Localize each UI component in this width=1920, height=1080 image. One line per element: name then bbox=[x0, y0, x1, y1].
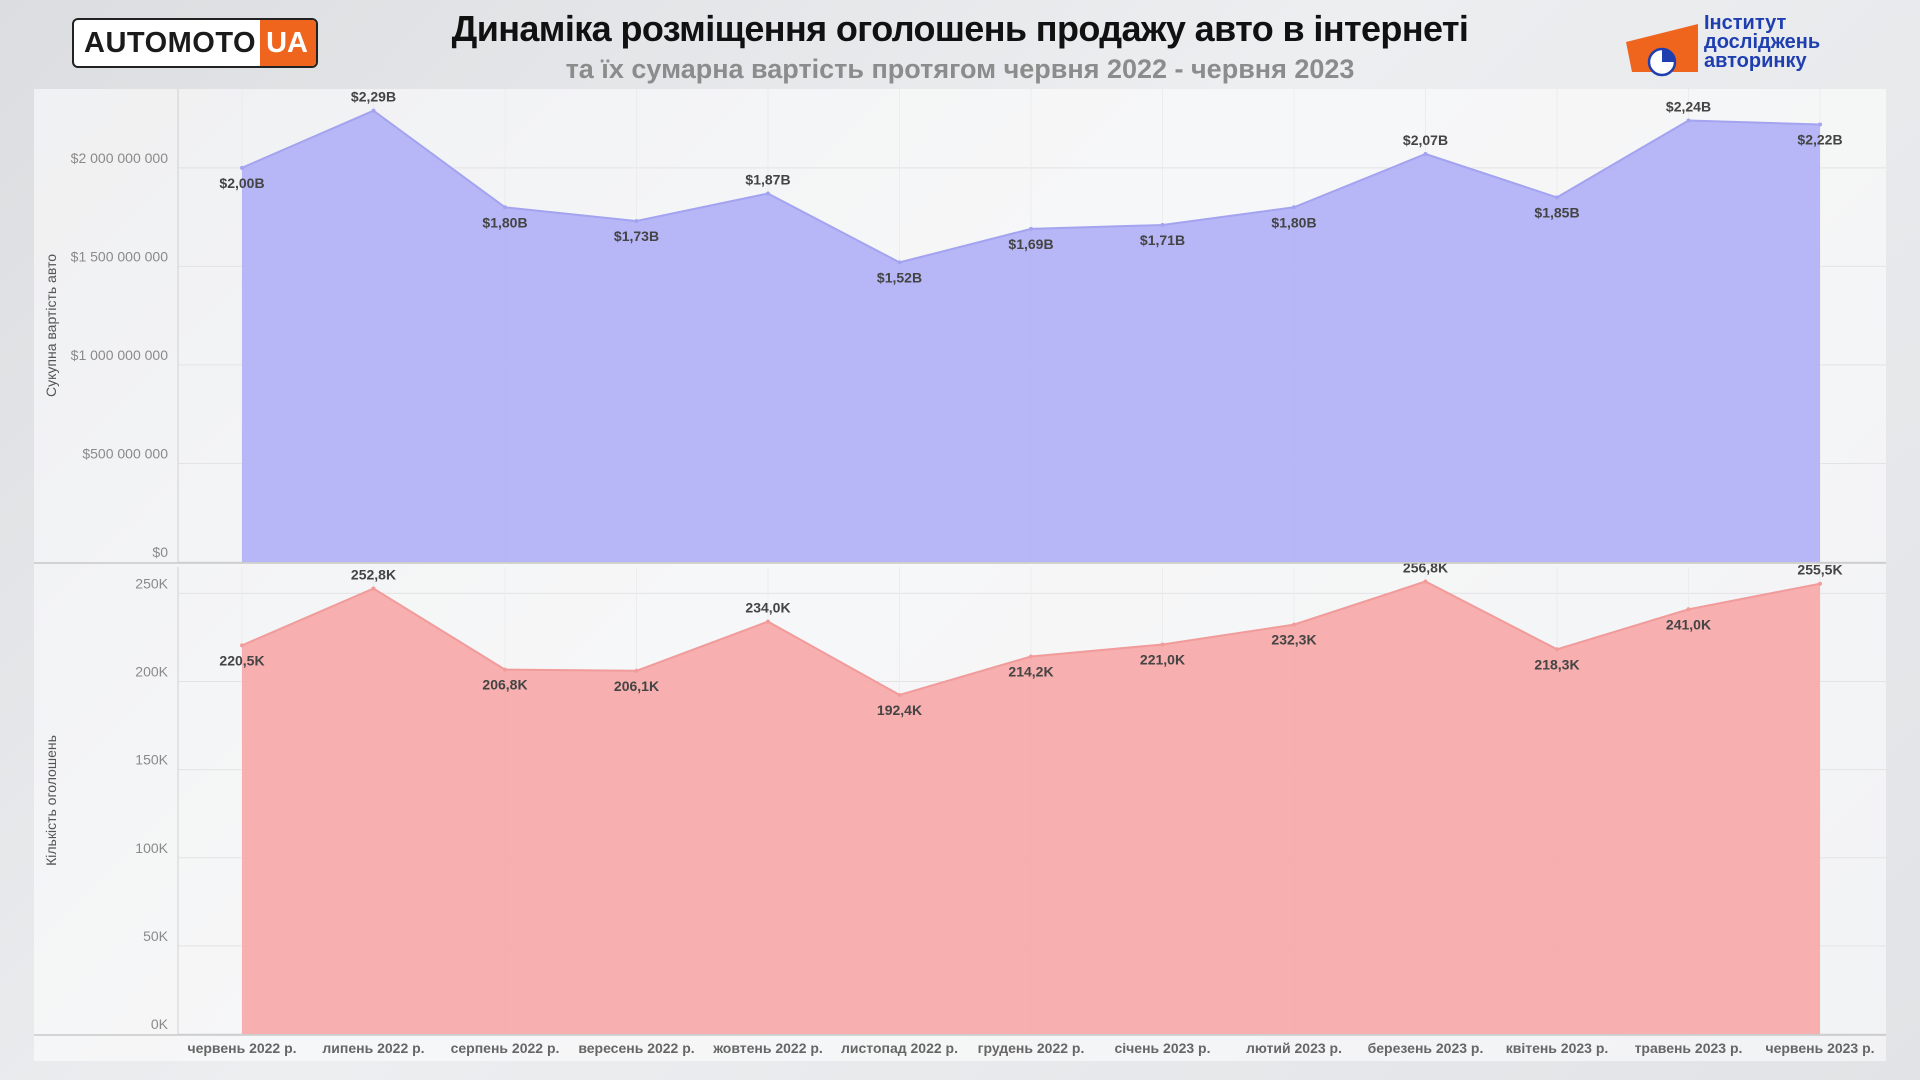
count-data-label: 255,5K bbox=[1797, 562, 1842, 578]
value-y-tick-label: $0 bbox=[152, 544, 168, 560]
value-data-point bbox=[766, 191, 770, 196]
value-data-label: $1,85B bbox=[1534, 204, 1579, 220]
x-tick-label: квітень 2023 р. bbox=[1506, 1040, 1609, 1056]
x-tick-label: березень 2023 р. bbox=[1368, 1040, 1484, 1056]
x-tick-label: лютий 2023 р. bbox=[1246, 1040, 1342, 1056]
value-data-label: $1,52B bbox=[877, 269, 922, 285]
value-y-tick-label: $500 000 000 bbox=[82, 445, 168, 461]
value-data-point bbox=[371, 108, 376, 113]
value-data-point bbox=[897, 260, 902, 265]
value-data-label: $1,87B bbox=[745, 171, 790, 187]
count-y-axis-title: Кількість оголошень bbox=[43, 735, 59, 866]
x-tick-label: серпень 2022 р. bbox=[451, 1040, 560, 1056]
count-data-label: 206,8K bbox=[482, 677, 527, 693]
count-data-point bbox=[1160, 642, 1165, 647]
chart-title: Динаміка розміщення оголошень продажу ав… bbox=[451, 8, 1469, 49]
value-data-point bbox=[1818, 122, 1822, 127]
x-tick-label: листопад 2022 р. bbox=[841, 1040, 958, 1056]
count-y-tick-label: 250K bbox=[135, 575, 168, 591]
logo-accent-text: UA bbox=[260, 20, 316, 66]
value-data-label: $1,73B bbox=[614, 228, 659, 244]
value-area-series bbox=[242, 110, 1820, 562]
count-data-label: 256,8K bbox=[1403, 559, 1448, 575]
value-data-point bbox=[240, 165, 244, 170]
value-y-tick-label: $1 000 000 000 bbox=[71, 347, 169, 363]
count-data-point bbox=[1818, 581, 1822, 586]
count-data-label: 214,2K bbox=[1008, 664, 1053, 680]
institute-line-3: авторинку bbox=[1704, 50, 1807, 72]
count-data-point bbox=[897, 692, 902, 697]
value-data-point bbox=[1423, 152, 1428, 157]
count-data-point bbox=[766, 619, 770, 624]
count-data-point bbox=[1686, 607, 1691, 612]
value-data-point bbox=[1686, 118, 1691, 123]
count-data-point bbox=[1555, 647, 1559, 652]
count-data-label: 221,0K bbox=[1140, 652, 1185, 668]
count-data-point bbox=[371, 586, 376, 591]
value-data-point bbox=[1160, 222, 1165, 227]
x-tick-label: червень 2022 р. bbox=[187, 1040, 296, 1056]
automoto-logo: AUTOMOTO UA bbox=[72, 18, 318, 68]
count-y-tick-label: 50K bbox=[143, 928, 169, 944]
x-tick-label: червень 2023 р. bbox=[1765, 1040, 1874, 1056]
value-y-tick-label: $1 500 000 000 bbox=[71, 248, 169, 264]
count-data-label: 232,3K bbox=[1271, 632, 1316, 648]
count-data-point bbox=[1423, 579, 1428, 584]
count-data-point bbox=[503, 667, 507, 672]
count-data-label: 241,0K bbox=[1666, 616, 1711, 632]
value-data-label: $1,80B bbox=[1271, 214, 1316, 230]
x-tick-label: жовтень 2022 р. bbox=[712, 1040, 823, 1056]
logo-main-text: AUTOMOTO bbox=[84, 26, 257, 59]
count-data-label: 218,3K bbox=[1534, 656, 1579, 672]
count-y-tick-label: 100K bbox=[135, 840, 168, 856]
count-data-point bbox=[240, 643, 244, 648]
value-data-point bbox=[634, 219, 639, 224]
count-data-label: 206,1K bbox=[614, 678, 659, 694]
value-data-point bbox=[1555, 195, 1559, 200]
x-tick-label: вересень 2022 р. bbox=[578, 1040, 694, 1056]
value-data-label: $2,24B bbox=[1666, 99, 1711, 115]
count-y-tick-label: 0K bbox=[151, 1016, 169, 1032]
value-data-label: $1,80B bbox=[482, 214, 527, 230]
count-area-series bbox=[242, 581, 1820, 1034]
chart-subtitle: та їх сумарна вартість протягом червня 2… bbox=[565, 54, 1355, 84]
value-data-point bbox=[503, 205, 507, 210]
count-data-label: 252,8K bbox=[351, 566, 396, 582]
institute-logo-icon bbox=[1626, 24, 1698, 77]
value-data-label: $1,71B bbox=[1140, 232, 1185, 248]
count-data-point bbox=[1029, 654, 1033, 659]
count-data-point bbox=[1292, 622, 1296, 627]
count-data-label: 220,5K bbox=[219, 652, 264, 668]
value-data-point bbox=[1292, 205, 1296, 210]
count-data-label: 192,4K bbox=[877, 702, 922, 718]
x-tick-label: січень 2023 р. bbox=[1114, 1040, 1210, 1056]
count-y-tick-label: 200K bbox=[135, 664, 168, 680]
value-data-label: $2,22B bbox=[1797, 131, 1842, 147]
count-data-point bbox=[634, 668, 639, 673]
x-tick-label: травень 2023 р. bbox=[1635, 1040, 1743, 1056]
value-data-point bbox=[1029, 226, 1033, 231]
count-y-tick-label: 150K bbox=[135, 752, 168, 768]
institute-line-1: Інститут bbox=[1704, 12, 1787, 34]
value-data-label: $2,29B bbox=[351, 89, 396, 105]
count-data-label: 234,0K bbox=[745, 600, 790, 616]
institute-line-2: досліджень bbox=[1704, 31, 1821, 53]
x-tick-label: липень 2022 р. bbox=[322, 1040, 424, 1056]
value-data-label: $2,07B bbox=[1403, 132, 1448, 148]
institute-logo-text: Інститут досліджень авторинку bbox=[1704, 12, 1821, 72]
value-data-label: $1,69B bbox=[1008, 236, 1053, 252]
value-y-tick-label: $2 000 000 000 bbox=[71, 150, 169, 166]
value-data-label: $2,00B bbox=[219, 175, 264, 191]
value-y-axis-title: Сукупна вартість авто bbox=[43, 254, 59, 397]
x-tick-label: грудень 2022 р. bbox=[978, 1040, 1085, 1056]
